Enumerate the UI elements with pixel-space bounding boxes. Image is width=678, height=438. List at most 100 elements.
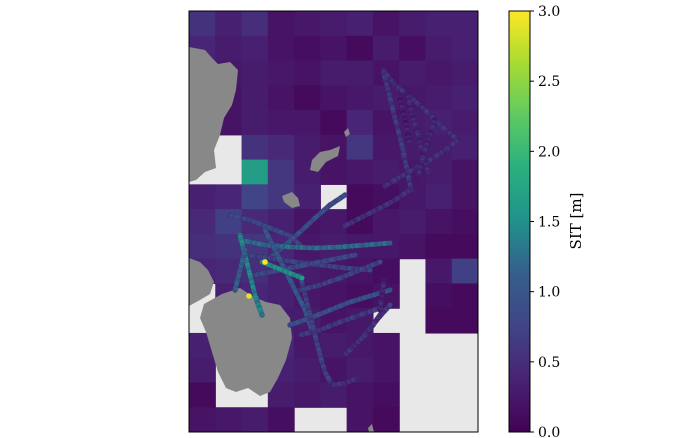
sit-cell [267, 11, 295, 37]
sit-cell [372, 357, 400, 384]
sit-track-point [355, 375, 361, 381]
island-small-2 [344, 128, 350, 137]
sit-cell [346, 11, 374, 37]
sit-cell [294, 110, 321, 136]
colorbar-tick-label: 0.0 [538, 425, 560, 438]
sit-track [415, 117, 438, 181]
sit-cell [372, 134, 400, 161]
sit-cell [294, 35, 321, 62]
sit-cell [372, 209, 400, 235]
sit-cell [451, 11, 478, 37]
sit-track-point [425, 169, 431, 175]
sit-cell [451, 233, 478, 260]
sit-cell [320, 110, 348, 136]
sit-cell [372, 11, 400, 37]
sit-cell [451, 258, 478, 285]
sit-measurement-tracks [227, 67, 461, 388]
colorbar-label: SIT [m] [567, 193, 585, 250]
sit-track [342, 187, 413, 229]
sit-cell [267, 85, 295, 111]
sit-cell [451, 209, 478, 235]
sit-cell [372, 332, 400, 359]
sit-cell [425, 35, 453, 62]
sit-cell [241, 159, 269, 185]
sit-track [232, 247, 248, 293]
sit-cell [399, 60, 427, 86]
sit-cell [425, 258, 453, 285]
island-small-3 [368, 424, 374, 432]
colorbar-tick-label: 0.5 [538, 355, 560, 371]
sit-cell [189, 11, 216, 37]
colorbar-ticks: 0.0 0.5 1.0 1.5 2.0 2.5 3.0 [530, 4, 560, 438]
sit-cell [294, 60, 321, 86]
sit-cell [294, 85, 321, 111]
sit-cell [372, 382, 400, 408]
sit-cell [425, 308, 453, 334]
sit-cell [451, 60, 478, 86]
sit-track-point [407, 142, 413, 148]
sit-cell [215, 35, 243, 62]
sit-track [252, 252, 358, 278]
sit-track-point [299, 275, 305, 281]
island-central [310, 146, 340, 172]
sit-cell [399, 35, 427, 62]
sit-track-point [382, 183, 388, 189]
sit-track [382, 137, 461, 189]
sit-track-point [342, 223, 348, 229]
sit-track-point [352, 252, 358, 258]
sit-track [237, 237, 393, 251]
sit-cell [372, 35, 400, 62]
sit-cell [320, 11, 348, 37]
sit-cell [294, 11, 321, 37]
sit-cell [241, 85, 269, 111]
sit-cell [425, 60, 453, 86]
sit-track-point [415, 175, 421, 181]
colorbar-tick-label: 2.0 [538, 144, 560, 160]
sit-cell [346, 134, 374, 161]
sit-track-point [387, 287, 393, 293]
sit-hotspot-point [246, 293, 252, 299]
sit-cell [399, 233, 427, 260]
sit-cell [294, 357, 321, 384]
land-mass-southwest [200, 288, 292, 396]
sit-track [342, 312, 383, 358]
colorbar: 0.0 0.5 1.0 1.5 2.0 2.5 3.0 SIT [m] [508, 4, 585, 438]
sit-track-point [377, 312, 383, 318]
sit-cell [189, 233, 216, 260]
sit-cell [425, 85, 453, 111]
sit-cell [267, 159, 295, 185]
colorbar-gradient [509, 11, 530, 432]
sit-cell [189, 184, 216, 210]
sit-cell [320, 159, 348, 185]
sit-track-point [381, 277, 387, 283]
sit-track [297, 272, 335, 388]
sit-cell [320, 35, 348, 62]
sit-cell [451, 184, 478, 210]
sit-cell [346, 60, 374, 86]
sit-hotspot-point [262, 259, 268, 265]
sit-track-point [387, 240, 393, 246]
sit-cell [425, 233, 453, 260]
sit-cell [425, 11, 453, 37]
sit-cell [346, 110, 374, 136]
sit-cell [451, 85, 478, 111]
sit-cell [451, 159, 478, 185]
colorbar-tick-label: 1.0 [538, 285, 560, 301]
sit-cell [320, 85, 348, 111]
sit-cell [346, 184, 374, 210]
sit-cell [241, 110, 269, 136]
sit-cell [215, 233, 243, 260]
sit-cell [189, 407, 216, 432]
colorbar-tick-label: 2.5 [538, 74, 560, 90]
sit-cell [451, 110, 478, 136]
sit-cell [241, 407, 269, 432]
sit-cell [215, 184, 243, 210]
sit-cell [241, 60, 269, 86]
sit-cell [372, 407, 400, 432]
sit-cell [267, 60, 295, 86]
sit-cell [189, 382, 216, 408]
sit-cell [189, 209, 216, 235]
map-frame [188, 10, 479, 433]
land-mass-northwest [189, 47, 238, 182]
